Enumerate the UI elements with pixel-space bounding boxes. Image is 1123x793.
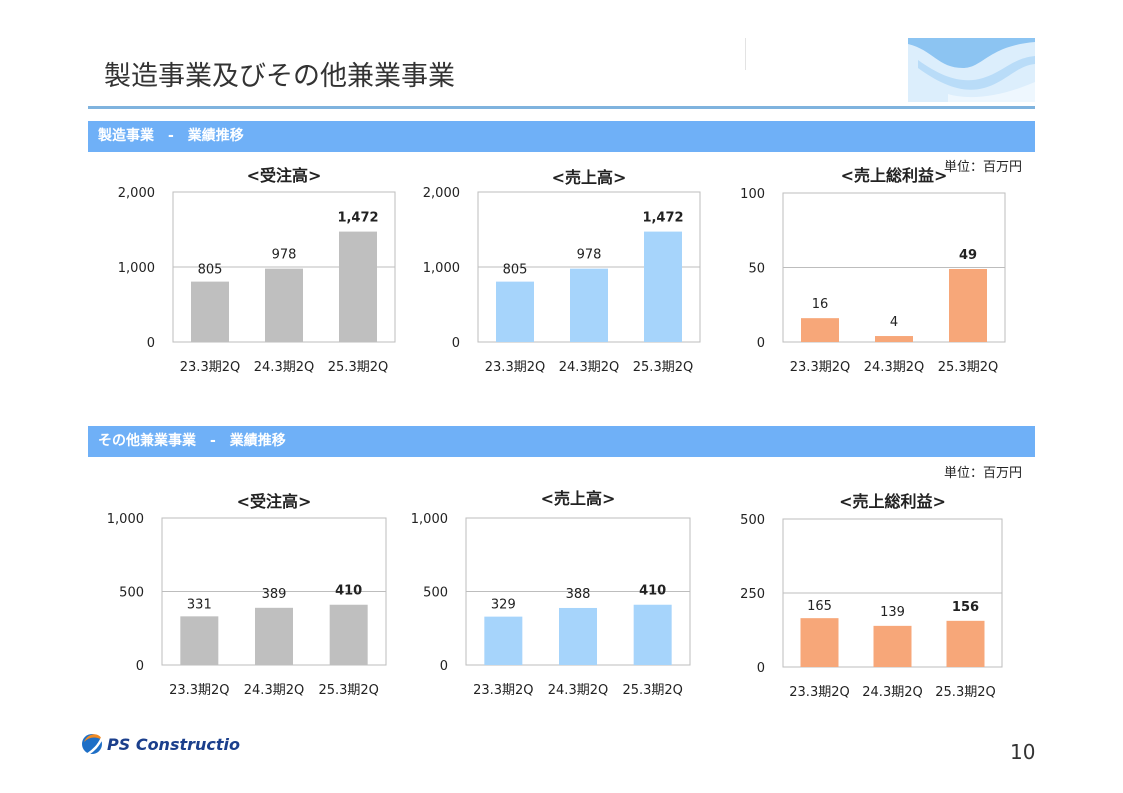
section-header-manufacturing: 製造事業 - 業績推移 [88, 121, 1035, 152]
bar [180, 616, 219, 665]
data-label: 805 [503, 263, 528, 278]
data-label: 16 [812, 297, 829, 312]
data-label: 388 [566, 587, 591, 602]
x-tick-label: 23.3期2Q [789, 685, 849, 700]
x-tick-label: 24.3期2Q [548, 683, 608, 698]
x-tick-label: 24.3期2Q [862, 685, 922, 700]
bar [875, 336, 913, 342]
wave-decoration-icon [908, 38, 1035, 102]
y-tick-label: 0 [440, 659, 448, 674]
x-tick-label: 25.3期2Q [328, 360, 388, 375]
x-tick-label: 24.3期2Q [254, 360, 314, 375]
x-tick-label: 23.3期2Q [169, 683, 229, 698]
y-tick-label: 0 [136, 659, 144, 674]
y-tick-label: 250 [740, 587, 765, 602]
unit-label: 単位：百万円 [944, 160, 1023, 175]
y-tick-label: 100 [740, 187, 765, 202]
chart-title: <売上総利益> [839, 492, 946, 511]
y-tick-label: 1,000 [118, 261, 155, 276]
bar [873, 625, 912, 667]
x-tick-label: 25.3期2Q [622, 683, 682, 698]
y-tick-label: 1,000 [107, 512, 144, 527]
x-tick-label: 24.3期2Q [864, 360, 924, 375]
y-tick-label: 2,000 [118, 186, 155, 201]
bar [800, 618, 839, 667]
chart-title: <売上高> [552, 168, 627, 187]
bar [191, 281, 229, 342]
bar [484, 616, 523, 665]
bar [329, 604, 368, 665]
y-tick-label: 0 [147, 336, 155, 351]
y-tick-label: 2,000 [423, 186, 460, 201]
data-label: 49 [959, 248, 977, 263]
data-label: 165 [807, 599, 832, 614]
y-tick-label: 0 [757, 661, 765, 676]
bar [559, 607, 597, 665]
y-tick-label: 500 [119, 586, 144, 601]
bar [644, 231, 682, 342]
bar [570, 268, 608, 342]
header-divider [745, 38, 746, 70]
chart-title: <受注高> [237, 492, 312, 511]
bar [496, 281, 534, 342]
title-underline [88, 106, 1035, 109]
bar [801, 318, 839, 342]
x-tick-label: 25.3期2Q [938, 360, 998, 375]
bar [265, 268, 303, 342]
ps-construction-logo: PS Construction [82, 734, 240, 756]
x-tick-label: 25.3期2Q [935, 685, 995, 700]
y-tick-label: 1,000 [423, 261, 460, 276]
bar [633, 604, 672, 665]
x-tick-label: 25.3期2Q [318, 683, 378, 698]
x-tick-label: 24.3期2Q [559, 360, 619, 375]
y-tick-label: 50 [748, 262, 765, 277]
y-tick-label: 1,000 [411, 512, 448, 527]
data-label: 4 [890, 315, 898, 330]
chart-title: <受注高> [247, 166, 322, 185]
data-label: 329 [491, 598, 516, 613]
x-tick-label: 23.3期2Q [485, 360, 545, 375]
y-tick-label: 0 [757, 336, 765, 351]
data-label: 410 [335, 584, 362, 599]
data-label: 1,472 [337, 211, 378, 226]
x-tick-label: 24.3期2Q [244, 683, 304, 698]
x-tick-label: 23.3期2Q [180, 360, 240, 375]
bar [339, 231, 377, 342]
page-number: 10 [1010, 740, 1036, 764]
data-label: 1,472 [642, 211, 683, 226]
data-label: 805 [198, 263, 223, 278]
chart-title: <売上高> [541, 489, 616, 508]
unit-label: 単位：百万円 [944, 466, 1023, 481]
bar [255, 607, 293, 665]
data-label: 978 [577, 248, 602, 263]
data-label: 156 [952, 600, 979, 615]
y-tick-label: 500 [423, 586, 448, 601]
bar [946, 620, 985, 667]
x-tick-label: 23.3期2Q [473, 683, 533, 698]
x-tick-label: 25.3期2Q [633, 360, 693, 375]
section-header-other-business: その他兼業事業 - 業績推移 [88, 426, 1035, 457]
x-tick-label: 23.3期2Q [790, 360, 850, 375]
data-label: 331 [187, 597, 212, 612]
data-label: 410 [639, 584, 666, 599]
y-tick-label: 500 [740, 513, 765, 528]
logo-text: PS Construction [107, 735, 240, 754]
y-tick-label: 0 [452, 336, 460, 351]
data-label: 389 [262, 587, 287, 602]
data-label: 139 [880, 605, 905, 620]
data-label: 978 [272, 248, 297, 263]
bar [949, 268, 987, 342]
page-title: 製造事業及びその他兼業事業 [104, 61, 455, 92]
chart-title: <売上総利益> [841, 166, 948, 185]
